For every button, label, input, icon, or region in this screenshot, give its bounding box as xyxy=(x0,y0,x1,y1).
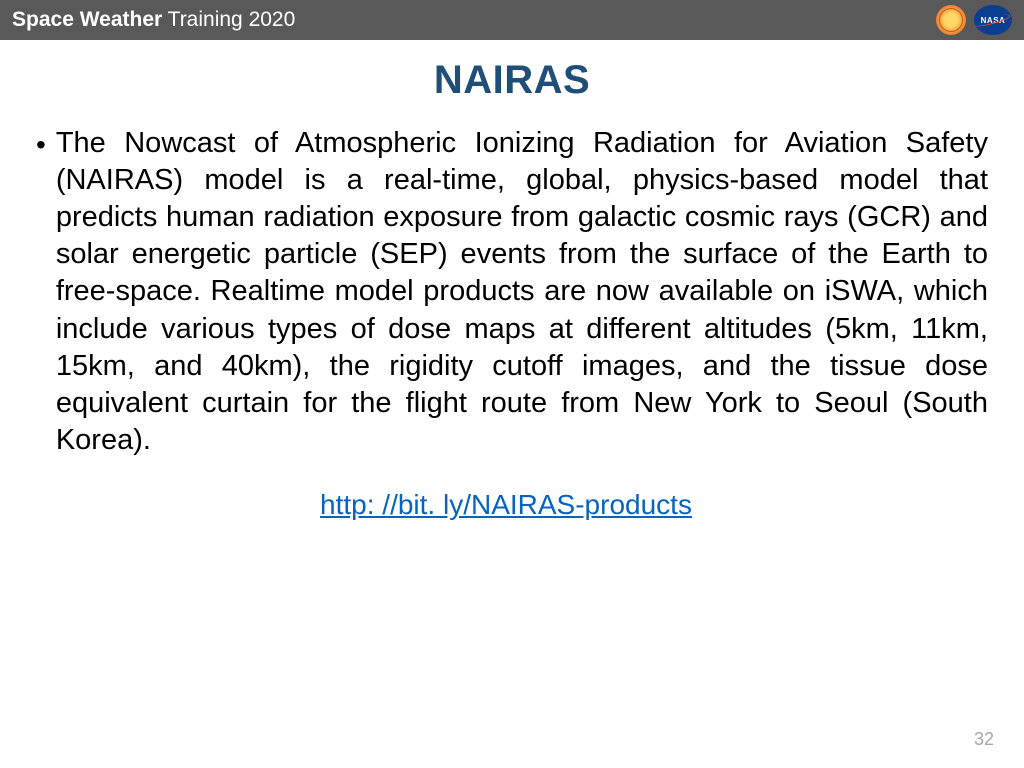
link-area: http: //bit. ly/NAIRAS-products xyxy=(24,489,988,521)
bullet-marker: • xyxy=(36,125,46,165)
header-title-bold: Space Weather xyxy=(12,8,162,31)
content-area: • The Nowcast of Atmospheric Ionizing Ra… xyxy=(0,125,1024,521)
header-title-rest: Training 2020 xyxy=(162,8,295,31)
sun-logo-icon xyxy=(936,5,966,35)
body-paragraph: The Nowcast of Atmospheric Ionizing Radi… xyxy=(56,125,988,459)
nasa-logo-icon: NASA xyxy=(974,5,1012,35)
header-bar: Space Weather Training 2020 NASA xyxy=(0,0,1024,40)
bullet-item: • The Nowcast of Atmospheric Ionizing Ra… xyxy=(24,125,988,459)
header-logos: NASA xyxy=(936,5,1012,35)
header-title: Space Weather Training 2020 xyxy=(12,8,295,32)
slide-title: NAIRAS xyxy=(0,58,1024,103)
products-link[interactable]: http: //bit. ly/NAIRAS-products xyxy=(320,489,692,520)
page-number: 32 xyxy=(974,729,994,750)
nasa-logo-text: NASA xyxy=(981,16,1006,25)
